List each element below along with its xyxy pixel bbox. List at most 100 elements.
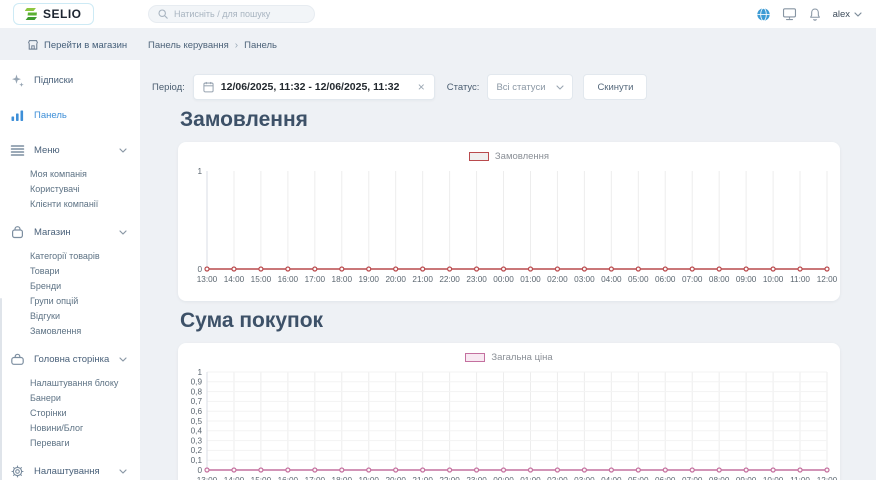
- sidebar-subitem[interactable]: Товари: [30, 265, 60, 276]
- sidebar-item-label: Панель: [34, 109, 67, 121]
- go-to-store-label: Перейти в магазин: [44, 39, 128, 51]
- monitor-icon[interactable]: [782, 7, 797, 21]
- period-value: 12/06/2025, 11:32 - 12/06/2025, 11:32: [220, 81, 400, 93]
- sidebar-subitem[interactable]: Моя компанія: [30, 168, 87, 179]
- sidebar-subitem[interactable]: Замовлення: [30, 325, 82, 336]
- chevron-down-icon: [854, 11, 862, 17]
- svg-text:0: 0: [197, 265, 202, 274]
- sidebar-subitem[interactable]: Бренди: [30, 280, 62, 291]
- chevron-down-icon: [556, 84, 564, 90]
- reset-button[interactable]: Скинути: [583, 74, 648, 100]
- svg-text:13:00: 13:00: [197, 275, 218, 284]
- sidebar-subitems: Категорії товарів Товари Бренди Групи опцій…: [0, 248, 140, 338]
- svg-text:0: 0: [197, 466, 202, 475]
- svg-text:10:00: 10:00: [763, 275, 784, 284]
- bell-icon[interactable]: [808, 7, 822, 22]
- svg-text:08:00: 08:00: [709, 275, 730, 284]
- svg-text:01:00: 01:00: [520, 476, 541, 480]
- period-range-input[interactable]: 12/06/2025, 11:32 - 12/06/2025, 11:32 ×: [192, 74, 435, 100]
- svg-text:21:00: 21:00: [412, 275, 433, 284]
- svg-text:04:00: 04:00: [601, 275, 622, 284]
- chart-legend: Замовлення: [181, 150, 837, 163]
- svg-text:0,8: 0,8: [191, 387, 203, 396]
- legend-swatch: [465, 353, 486, 362]
- sidebar-subitem[interactable]: Клієнти компанії: [30, 198, 99, 209]
- svg-text:0,6: 0,6: [191, 407, 203, 416]
- svg-text:16:00: 16:00: [278, 476, 299, 480]
- sidebar-item-settings[interactable]: Налаштування: [0, 457, 140, 480]
- user-menu[interactable]: alex: [833, 9, 862, 20]
- status-label: Статус:: [446, 81, 480, 93]
- chevron-down-icon: [119, 356, 127, 362]
- svg-text:12:00: 12:00: [817, 275, 837, 284]
- sidebar-item-label: Головна сторінка: [34, 353, 110, 365]
- svg-text:0,4: 0,4: [191, 427, 203, 436]
- logo-text: SELIO: [43, 7, 82, 21]
- svg-text:06:00: 06:00: [655, 476, 676, 480]
- period-label: Період:: [152, 81, 185, 93]
- search-icon: [158, 9, 168, 19]
- svg-text:07:00: 07:00: [682, 476, 703, 480]
- go-to-store-link[interactable]: Перейти в магазин: [27, 39, 127, 51]
- svg-text:11:00: 11:00: [790, 275, 810, 284]
- sidebar-item-label: Налаштування: [34, 465, 100, 477]
- svg-text:13:00: 13:00: [197, 476, 218, 480]
- svg-text:0,1: 0,1: [191, 456, 203, 465]
- status-select[interactable]: Всі статуси: [487, 74, 574, 100]
- sidebar-group-dashboard: Панель: [0, 101, 140, 129]
- sidebar-item-homepage[interactable]: Головна сторінка: [0, 345, 140, 373]
- chart-legend: Загальна ціна: [181, 351, 837, 364]
- globe-icon[interactable]: [756, 7, 771, 22]
- logo[interactable]: SELIO: [13, 3, 94, 25]
- sidebar-subitem[interactable]: Відгуки: [30, 310, 61, 321]
- sidebar-item-subscriptions[interactable]: Підписки: [0, 66, 140, 94]
- search-input[interactable]: Натисніть / для пошуку: [148, 5, 315, 23]
- sidebar-item-menu[interactable]: Меню: [0, 136, 140, 164]
- svg-text:05:00: 05:00: [628, 275, 649, 284]
- svg-text:0,7: 0,7: [191, 397, 203, 406]
- svg-text:12:00: 12:00: [817, 476, 837, 480]
- sidebar-subitem[interactable]: Групи опцій: [30, 295, 79, 306]
- breadcrumb: Панель керування › Панель: [148, 40, 277, 51]
- svg-text:20:00: 20:00: [385, 275, 406, 284]
- svg-text:00:00: 00:00: [493, 476, 514, 480]
- sidebar-item-store[interactable]: Магазин: [0, 218, 140, 246]
- breadcrumb-separator: ›: [234, 39, 239, 51]
- sidebar-subitems: Моя компанія Користувачі Клієнти компанії: [0, 166, 140, 211]
- store-icon: [10, 225, 25, 240]
- svg-text:22:00: 22:00: [439, 476, 460, 480]
- sidebar-group-homepage: Головна сторінка Налаштування блоку Банери…: [0, 345, 140, 450]
- main-content: Період: 12/06/2025, 11:32 - 12/06/2025, …: [140, 60, 876, 480]
- sidebar-subitem[interactable]: Налаштування блоку: [30, 377, 119, 388]
- svg-text:23:00: 23:00: [466, 275, 487, 284]
- sidebar-subitem[interactable]: Користувачі: [30, 183, 80, 194]
- sidebar-subitem[interactable]: Категорії товарів: [30, 250, 100, 261]
- svg-text:23:00: 23:00: [466, 476, 487, 480]
- svg-text:17:00: 17:00: [305, 476, 326, 480]
- storefront-icon: [27, 39, 39, 51]
- svg-text:1: 1: [197, 368, 202, 377]
- breadcrumb-item[interactable]: Панель керування: [148, 39, 229, 51]
- clear-period-icon[interactable]: ×: [417, 80, 425, 94]
- svg-text:06:00: 06:00: [655, 275, 676, 284]
- svg-text:16:00: 16:00: [278, 275, 299, 284]
- sidebar-subitem[interactable]: Сторінки: [30, 407, 67, 418]
- selio-logo-icon: [25, 7, 38, 21]
- chevron-down-icon: [119, 147, 127, 153]
- svg-text:09:00: 09:00: [736, 275, 757, 284]
- sidebar-subitem[interactable]: Переваги: [30, 437, 70, 448]
- svg-text:21:00: 21:00: [412, 476, 433, 480]
- sidebar-subitem[interactable]: Банери: [30, 392, 61, 403]
- svg-text:03:00: 03:00: [574, 476, 595, 480]
- svg-text:0,2: 0,2: [191, 446, 203, 455]
- sidebar-scrollbar[interactable]: [0, 298, 2, 480]
- sidebar-group-settings: Налаштування: [0, 457, 140, 480]
- homepage-icon: [10, 352, 25, 367]
- sidebar-subitem[interactable]: Новини/Блог: [30, 422, 84, 433]
- svg-text:17:00: 17:00: [305, 275, 326, 284]
- search-placeholder: Натисніть / для пошуку: [174, 9, 271, 19]
- sidebar-item-dashboard[interactable]: Панель: [0, 101, 140, 129]
- svg-text:01:00: 01:00: [520, 275, 541, 284]
- svg-text:03:00: 03:00: [574, 275, 595, 284]
